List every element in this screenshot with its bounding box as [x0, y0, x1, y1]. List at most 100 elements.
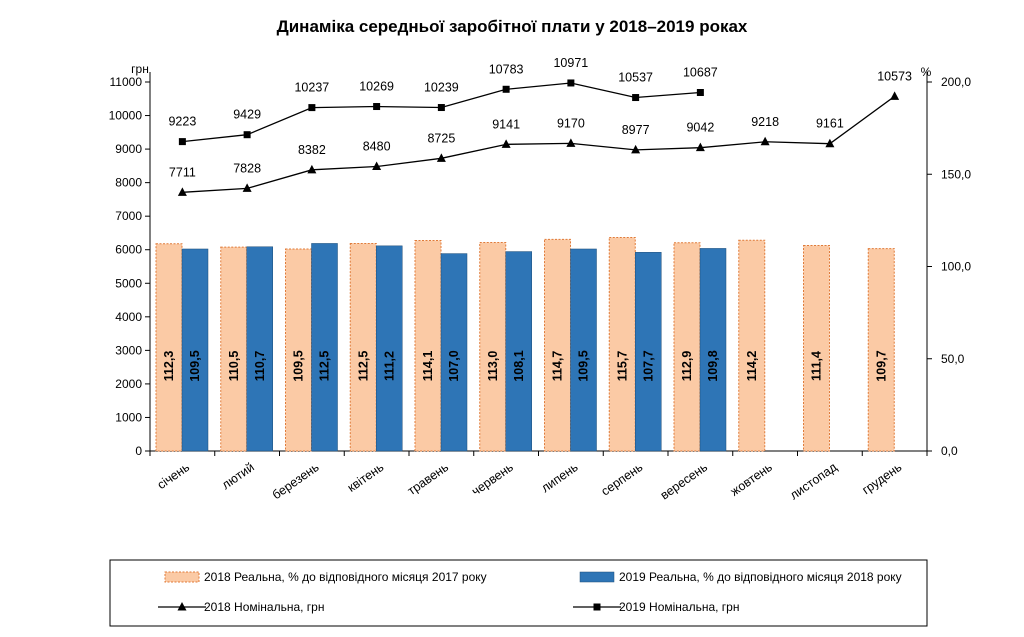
- legend: 2018 Реальна, % до відповідного місяця 2…: [109, 559, 928, 627]
- x-tick-label: травень: [405, 460, 451, 498]
- y-left-tick-label: 9000: [115, 142, 142, 156]
- point-marker: [502, 85, 510, 93]
- y-left-tick-label: 5000: [115, 276, 142, 290]
- x-tick-label: червень: [469, 460, 516, 499]
- bar-value-label: 109,5: [577, 350, 591, 381]
- point-value-label: 10687: [683, 65, 718, 79]
- point-value-label: 8382: [298, 143, 326, 157]
- point-marker: [695, 142, 705, 152]
- y-left-unit: грн: [131, 62, 149, 76]
- bar-value-label: 114,2: [745, 351, 759, 382]
- y-left-tick-label: 8000: [115, 176, 142, 190]
- point-marker: [760, 136, 770, 146]
- point-marker: [436, 153, 446, 162]
- point-marker: [631, 144, 641, 154]
- bar: [738, 239, 766, 452]
- y-left-tick-label: 0: [135, 444, 142, 458]
- point-marker: [696, 88, 704, 96]
- point-value-label: 8725: [427, 131, 455, 145]
- point-value-label: 7828: [233, 161, 261, 175]
- x-tick-label: жовтень: [728, 460, 775, 499]
- y-left-tick-label: 6000: [115, 243, 142, 257]
- bar-value-label: 111,4: [810, 351, 824, 381]
- point-marker: [373, 103, 381, 111]
- bar-value-label: 114,7: [551, 351, 565, 382]
- bar: [544, 238, 571, 452]
- point-value-label: 10239: [424, 81, 459, 95]
- point-value-label: 10783: [489, 62, 524, 76]
- bar: [181, 248, 209, 452]
- point-value-label: 8977: [622, 123, 650, 137]
- y-right-unit: %: [921, 65, 932, 79]
- point-marker: [307, 164, 317, 174]
- point-marker: [242, 183, 252, 192]
- point-marker: [177, 187, 187, 196]
- point-value-label: 10971: [553, 56, 588, 70]
- point-marker: [308, 104, 316, 112]
- point-marker: [632, 94, 640, 102]
- x-tick-label: листопад: [787, 460, 840, 503]
- bar: [246, 246, 273, 452]
- bar-value-label: 111,2: [382, 351, 396, 381]
- bar-value-label: 109,5: [292, 350, 306, 381]
- point-value-label: 10537: [618, 71, 653, 85]
- bar-value-label: 112,3: [162, 351, 176, 382]
- bar: [349, 242, 377, 452]
- bar: [608, 237, 636, 452]
- point-value-label: 9218: [751, 115, 779, 129]
- bar-value-label: 113,0: [486, 351, 500, 382]
- point-marker: [372, 161, 382, 171]
- point-value-label: 9042: [686, 121, 714, 135]
- y-right-tick-label: 100,0: [941, 260, 971, 274]
- bar: [867, 248, 895, 452]
- y-left-tick-label: 2000: [115, 377, 142, 391]
- bar: [440, 253, 468, 452]
- bar: [699, 248, 727, 452]
- legend-marker: [593, 603, 601, 611]
- legend-label: 2018 Номінальна, грн: [204, 600, 325, 614]
- y-left-tick-label: 11000: [110, 75, 143, 89]
- bar: [311, 243, 338, 452]
- y-right-tick-label: 200,0: [941, 75, 971, 89]
- x-tick-label: серпень: [599, 460, 646, 499]
- bar: [376, 245, 403, 452]
- bar-value-label: 114,1: [421, 351, 435, 382]
- bar: [479, 242, 507, 452]
- bar-value-label: 110,5: [227, 351, 241, 382]
- bar: [803, 244, 830, 452]
- bar-value-label: 109,7: [874, 350, 888, 381]
- bar: [414, 239, 442, 452]
- point-marker: [437, 104, 445, 112]
- bar-value-label: 108,1: [512, 350, 526, 381]
- bar-value-label: 115,7: [615, 351, 629, 382]
- y-left-tick-label: 1000: [115, 410, 142, 424]
- point-value-label: 9170: [557, 116, 585, 130]
- legend-swatch: [579, 571, 615, 583]
- point-value-label: 10573: [877, 69, 912, 83]
- bar-value-label: 112,5: [356, 351, 370, 382]
- lines: [177, 79, 900, 196]
- point-value-label: 9223: [168, 115, 196, 129]
- y-left-tick-label: 7000: [115, 209, 142, 223]
- legend-label: 2018 Реальна, % до відповідного місяця 2…: [204, 570, 487, 584]
- bar: [505, 251, 532, 452]
- point-value-label: 7711: [169, 165, 196, 179]
- legend-marker: [177, 602, 187, 611]
- y-right-tick-label: 150,0: [941, 167, 971, 181]
- y-right-tick-label: 0,0: [941, 444, 958, 458]
- y-left-tick-label: 4000: [115, 310, 142, 324]
- bar-value-label: 109,5: [188, 350, 202, 381]
- point-marker: [501, 139, 511, 148]
- legend-label: 2019 Реальна, % до відповідного місяця 2…: [619, 570, 902, 584]
- x-tick-label: грудень: [860, 460, 905, 497]
- point-marker: [567, 79, 575, 87]
- point-value-label: 9429: [233, 108, 261, 122]
- y-left-tick-label: 3000: [115, 343, 142, 357]
- bar-value-label: 109,8: [706, 350, 720, 381]
- point-value-label: 10269: [359, 80, 394, 94]
- series-line: [182, 95, 896, 193]
- point-marker: [825, 138, 835, 148]
- point-value-label: 9141: [492, 117, 520, 131]
- point-value-label: 8480: [363, 140, 391, 154]
